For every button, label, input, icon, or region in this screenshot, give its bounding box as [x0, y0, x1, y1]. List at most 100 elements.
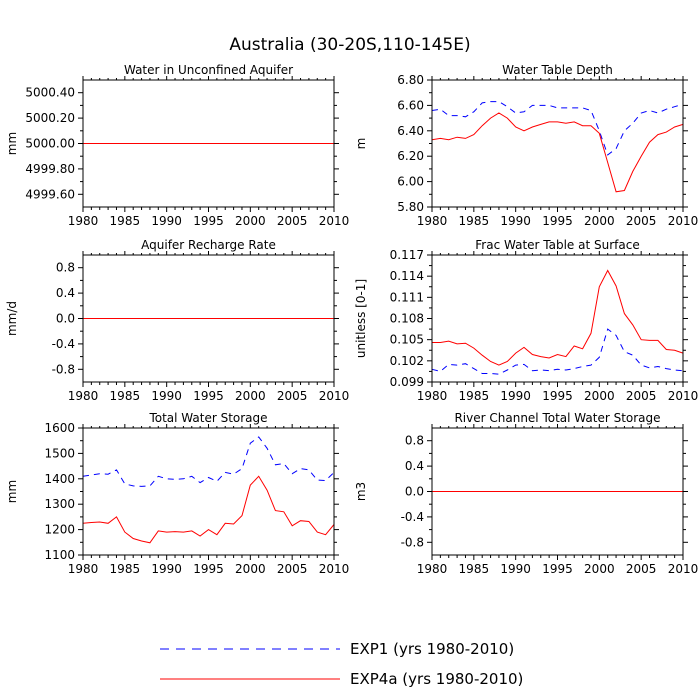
- x-tick-label: 1980: [68, 214, 99, 228]
- x-tick-label: 2000: [584, 562, 615, 576]
- y-tick-label: 0.099: [390, 375, 424, 389]
- y-tick-label: 0.108: [390, 312, 424, 326]
- series-line: [431, 101, 684, 156]
- y-tick-label: 4999.60: [25, 187, 75, 201]
- y-tick-label: 5.80: [397, 200, 424, 214]
- y-tick-label: 0.114: [390, 269, 424, 283]
- y-tick-label: 1100: [44, 548, 75, 562]
- figure-title: Australia (30-20S,110-145E): [229, 35, 470, 55]
- y-tick-label: 4999.80: [25, 162, 75, 176]
- y-tick-label: 1300: [44, 497, 75, 511]
- x-tick-label: 2000: [584, 214, 615, 228]
- panel-title: Total Water Storage: [148, 411, 267, 425]
- chart-panel: Frac Water Table at Surface 1980 1985 1990 1…: [354, 238, 698, 403]
- x-tick-label: 1980: [417, 214, 448, 228]
- y-tick-label: 6.40: [397, 124, 424, 138]
- y-tick-label: 6.20: [397, 149, 424, 163]
- y-tick-label: 6.00: [397, 175, 424, 189]
- y-axis-label: m: [354, 138, 368, 150]
- series-line: [432, 269, 684, 366]
- y-tick-label: -0.4: [52, 337, 75, 351]
- x-tick-label: 1980: [68, 562, 99, 576]
- panel-title: Frac Water Table at Surface: [475, 238, 639, 252]
- x-tick-label: 1990: [151, 389, 182, 403]
- legend-label-exp1: EXP1 (yrs 1980-2010): [350, 640, 514, 658]
- x-tick-label: 2005: [277, 214, 308, 228]
- series-line: [431, 328, 684, 375]
- chart-panel: Water in Unconfined Aquifer 1980 1985 1990 1…: [5, 63, 349, 228]
- y-tick-label: 5000.00: [25, 137, 75, 151]
- y-axis-label: m3: [354, 482, 368, 501]
- x-tick-label: 2005: [626, 214, 657, 228]
- plot-frame: [431, 79, 684, 208]
- x-tick-label: 1990: [151, 214, 182, 228]
- y-tick-label: -0.8: [401, 535, 424, 549]
- x-tick-label: 2010: [319, 214, 350, 228]
- y-tick-label: 1500: [44, 446, 75, 460]
- y-tick-label: 0.0: [56, 312, 75, 326]
- y-tick-label: 5000.20: [25, 111, 75, 125]
- y-tick-label: 1600: [44, 421, 75, 435]
- x-tick-label: 2005: [277, 389, 308, 403]
- x-tick-label: 1990: [151, 562, 182, 576]
- y-tick-label: 0.117: [390, 248, 424, 262]
- series-line: [82, 436, 335, 487]
- chart-panel: Aquifer Recharge Rate 1980 1985 1990 1995 200…: [5, 238, 349, 403]
- x-tick-label: 2000: [584, 389, 615, 403]
- y-tick-label: 0.111: [390, 290, 424, 304]
- legend-label-exp4a: EXP4a (yrs 1980-2010): [350, 670, 523, 688]
- x-tick-label: 2010: [668, 214, 699, 228]
- y-tick-label: 0.8: [56, 261, 75, 275]
- y-axis-label: mm: [5, 132, 19, 155]
- y-tick-label: 0.4: [405, 459, 424, 473]
- y-tick-label: -0.8: [52, 362, 75, 376]
- panel-title: Water in Unconfined Aquifer: [124, 63, 293, 77]
- y-tick-label: 0.8: [405, 434, 424, 448]
- y-axis-label: mm/d: [5, 301, 19, 336]
- chart-panel: Total Water Storage 1980 1985 1990 1995 2000 2…: [5, 411, 349, 576]
- x-tick-label: 1985: [459, 562, 490, 576]
- y-tick-label: 0.0: [405, 485, 424, 499]
- y-tick-label: 0.102: [390, 354, 424, 368]
- chart-panel: River Channel Total Water Storage 1980 198…: [354, 411, 698, 576]
- x-tick-label: 1990: [500, 389, 531, 403]
- x-tick-label: 1995: [542, 389, 573, 403]
- series-line: [431, 112, 684, 193]
- x-tick-label: 2010: [668, 389, 699, 403]
- plot-frame: [82, 427, 335, 556]
- y-tick-label: 1200: [44, 523, 75, 537]
- x-tick-label: 1995: [542, 562, 573, 576]
- y-axis-label: unitless [0-1]: [354, 279, 368, 358]
- y-axis-label: mm: [5, 480, 19, 503]
- x-tick-label: 1980: [417, 562, 448, 576]
- chart-panel: Water Table Depth 1980 1985 1990 1995 2000 200…: [354, 63, 698, 228]
- series-line: [82, 475, 335, 544]
- x-tick-label: 2000: [235, 562, 266, 576]
- y-tick-label: -0.4: [401, 510, 424, 524]
- x-tick-label: 1980: [417, 389, 448, 403]
- x-tick-label: 1985: [110, 389, 141, 403]
- x-tick-label: 1995: [193, 214, 224, 228]
- x-tick-label: 1990: [500, 562, 531, 576]
- x-tick-label: 2000: [235, 389, 266, 403]
- x-tick-label: 1985: [459, 214, 490, 228]
- y-tick-label: 6.80: [397, 73, 424, 87]
- x-tick-label: 1980: [68, 389, 99, 403]
- x-tick-label: 1985: [110, 214, 141, 228]
- plot-frame: [431, 254, 684, 383]
- x-tick-label: 2005: [626, 389, 657, 403]
- y-tick-label: 6.60: [397, 98, 424, 112]
- x-tick-label: 2010: [319, 389, 350, 403]
- x-tick-label: 1995: [542, 214, 573, 228]
- y-tick-label: 1400: [44, 472, 75, 486]
- x-tick-label: 2005: [626, 562, 657, 576]
- panel-title: River Channel Total Water Storage: [454, 411, 660, 425]
- panels: Water in Unconfined Aquifer 1980 1985 1990 1…: [5, 63, 698, 576]
- y-tick-label: 0.4: [56, 286, 75, 300]
- x-tick-label: 2010: [668, 562, 699, 576]
- x-tick-label: 2000: [235, 214, 266, 228]
- x-tick-label: 1990: [500, 214, 531, 228]
- y-tick-label: 0.105: [390, 333, 424, 347]
- panel-title: Aquifer Recharge Rate: [141, 238, 276, 252]
